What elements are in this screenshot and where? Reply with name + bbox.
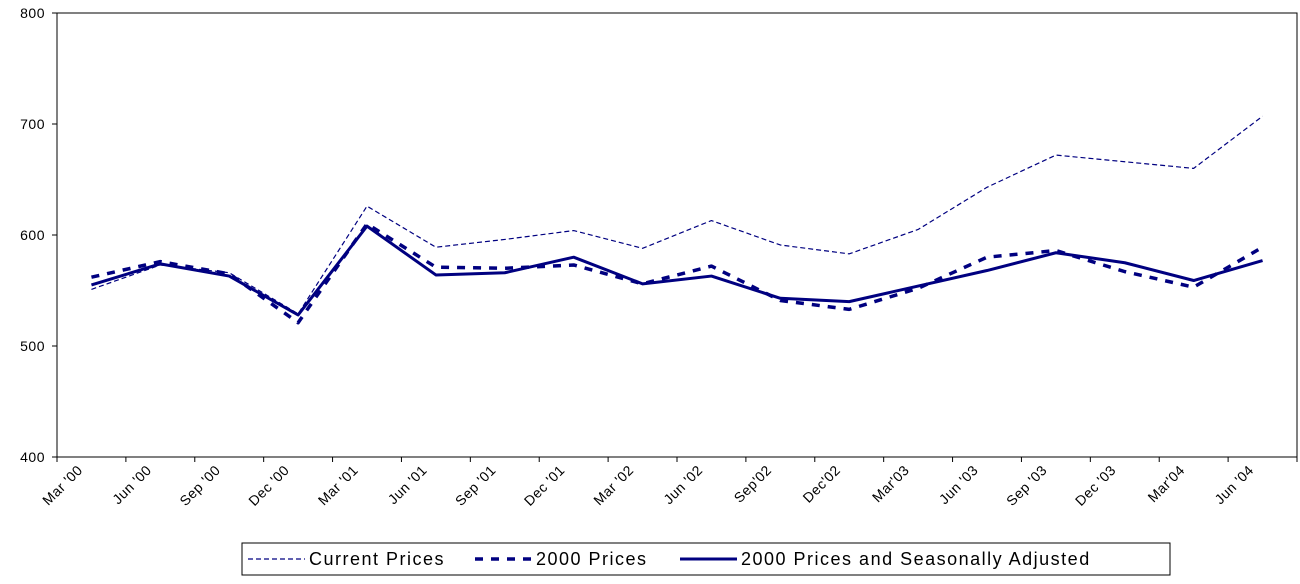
y-tick-label: 500 bbox=[20, 338, 45, 354]
x-tick-label: Jun '04 bbox=[1211, 462, 1256, 507]
legend-label: Current Prices bbox=[309, 549, 445, 569]
x-tick-label: Jun '01 bbox=[385, 462, 430, 507]
x-tick-label: Jun '03 bbox=[936, 462, 981, 507]
y-tick-label: 400 bbox=[20, 449, 45, 465]
y-tick-label: 600 bbox=[20, 227, 45, 243]
x-tick-label: Jun '02 bbox=[660, 462, 705, 507]
x-tick-label: Dec '01 bbox=[521, 462, 568, 509]
legend-label: 2000 Prices and Seasonally Adjusted bbox=[741, 549, 1091, 569]
x-tick-label: Mar'03 bbox=[869, 462, 912, 505]
legend-label: 2000 Prices bbox=[536, 549, 648, 569]
y-tick-label: 700 bbox=[20, 116, 45, 132]
x-tick-label: Dec'02 bbox=[799, 462, 843, 506]
x-tick-label: Mar '02 bbox=[590, 462, 636, 508]
x-tick-label: Jun '00 bbox=[109, 462, 154, 507]
x-tick-label: Sep'02 bbox=[731, 462, 775, 506]
plot-area bbox=[56, 12, 1298, 458]
x-tick-label: Sep '01 bbox=[452, 462, 499, 509]
x-tick-label: Dec '00 bbox=[245, 462, 292, 509]
x-tick-label: Mar '00 bbox=[39, 462, 85, 508]
y-tick-label: 800 bbox=[20, 5, 45, 21]
x-tick-label: Sep '03 bbox=[1003, 462, 1050, 509]
x-tick-label: Mar '01 bbox=[315, 462, 361, 508]
x-tick-label: Dec '03 bbox=[1072, 462, 1119, 509]
series-line bbox=[91, 115, 1263, 315]
series-line bbox=[91, 222, 1264, 325]
x-tick-label: Mar'04 bbox=[1144, 462, 1187, 505]
x-tick-label: Sep '00 bbox=[176, 462, 223, 509]
series-line bbox=[91, 224, 1263, 317]
